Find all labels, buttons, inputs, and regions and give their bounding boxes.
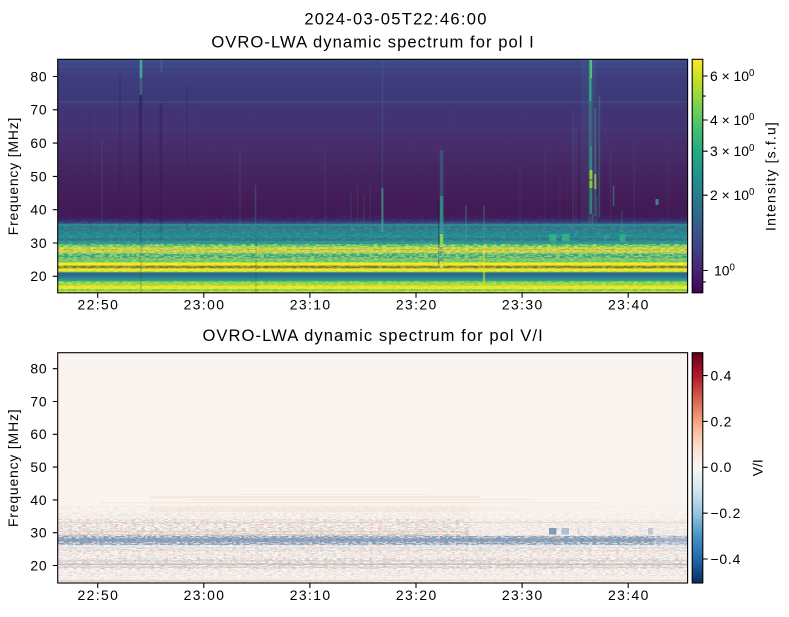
svg-text:23:20: 23:20 (396, 296, 438, 312)
svg-text:50: 50 (30, 459, 47, 475)
svg-text:2 × 100: 2 × 100 (710, 187, 755, 203)
svg-text:60: 60 (30, 426, 47, 442)
svg-text:30: 30 (30, 235, 47, 251)
svg-text:23:10: 23:10 (290, 587, 332, 603)
svg-text:Intensity [s.f.u]: Intensity [s.f.u] (763, 121, 779, 231)
svg-text:23:40: 23:40 (608, 587, 650, 603)
svg-text:0.0: 0.0 (711, 459, 733, 475)
svg-text:80: 80 (30, 361, 47, 377)
svg-text:OVRO-LWA dynamic spectrum for: OVRO-LWA dynamic spectrum for pol I (211, 33, 535, 52)
svg-text:V/I: V/I (750, 459, 766, 476)
svg-text:−0.4: −0.4 (711, 551, 742, 567)
svg-text:80: 80 (30, 68, 47, 84)
svg-text:0.2: 0.2 (711, 413, 733, 429)
svg-text:20: 20 (30, 557, 47, 573)
svg-text:70: 70 (30, 102, 47, 118)
svg-text:4 × 100: 4 × 100 (710, 112, 755, 128)
svg-text:Frequency [MHz]: Frequency [MHz] (5, 409, 21, 528)
svg-text:23:00: 23:00 (184, 296, 226, 312)
svg-text:23:10: 23:10 (290, 296, 332, 312)
svg-text:3 × 100: 3 × 100 (710, 143, 755, 159)
svg-text:50: 50 (30, 168, 47, 184)
svg-text:40: 40 (30, 492, 47, 508)
svg-text:22:50: 22:50 (78, 587, 120, 603)
svg-text:30: 30 (30, 525, 47, 541)
svg-text:23:40: 23:40 (608, 296, 650, 312)
svg-text:23:30: 23:30 (502, 296, 544, 312)
svg-text:40: 40 (30, 202, 47, 218)
svg-text:Frequency [MHz]: Frequency [MHz] (5, 117, 21, 236)
svg-text:23:30: 23:30 (502, 587, 544, 603)
svg-text:−0.2: −0.2 (711, 505, 742, 521)
svg-text:6 × 100: 6 × 100 (710, 68, 755, 84)
svg-text:22:50: 22:50 (78, 296, 120, 312)
svg-text:23:20: 23:20 (396, 587, 438, 603)
svg-text:70: 70 (30, 393, 47, 409)
svg-text:23:00: 23:00 (184, 587, 226, 603)
svg-text:20: 20 (30, 268, 47, 284)
svg-text:OVRO-LWA dynamic spectrum for: OVRO-LWA dynamic spectrum for pol V/I (202, 326, 543, 345)
svg-text:60: 60 (30, 135, 47, 151)
svg-text:0.4: 0.4 (711, 368, 733, 384)
svg-text:2024-03-05T22:46:00: 2024-03-05T22:46:00 (304, 9, 487, 28)
